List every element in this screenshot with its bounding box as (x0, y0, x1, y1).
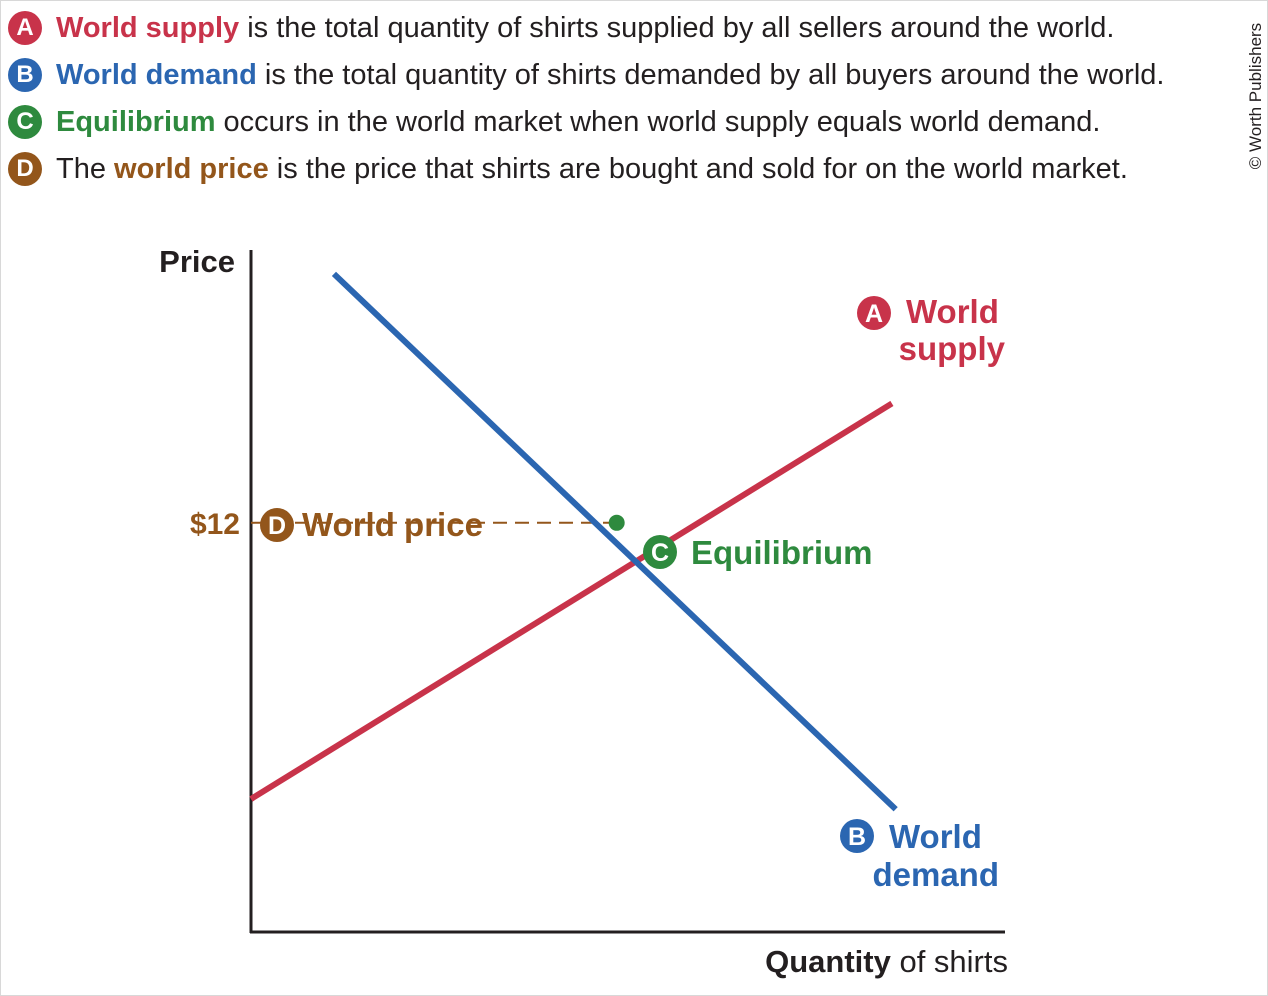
equilibrium-badge-letter: C (651, 539, 669, 567)
world-supply-badge-icon (857, 296, 891, 330)
badge-b-icon: B (8, 57, 42, 92)
world-supply-label-line2: supply (899, 330, 1006, 367)
definitions-list: A World supply is the total quantity of … (8, 4, 1240, 192)
definition-text: occurs in the world market when world su… (215, 105, 1101, 138)
equilibrium-point (608, 514, 625, 531)
definition-world-price: D The world price is the price that shir… (8, 145, 1240, 192)
definition-world-supply: A World supply is the total quantity of … (8, 4, 1240, 51)
term-equilibrium: Equilibrium (56, 105, 216, 138)
badge-a-icon: A (8, 10, 42, 45)
world-demand-badge-icon (840, 819, 874, 853)
definition-text: is the total quantity of shirts demanded… (256, 58, 1165, 91)
world-supply-line (249, 400, 894, 802)
x-axis-label: Quantity of shirts (765, 944, 1008, 979)
world-demand-line (331, 271, 898, 812)
world-price-tick-label: $12 (190, 508, 240, 541)
y-axis-label: Price (159, 244, 235, 279)
badge-c-icon: C (8, 104, 42, 139)
world-price-label: World price (302, 506, 483, 543)
definition-prefix: The (56, 152, 115, 185)
badge-d-icon: D (8, 151, 42, 186)
world-supply-badge-letter: A (865, 300, 883, 328)
world-demand-label-line1: World (889, 818, 982, 855)
equilibrium-badge-icon (643, 535, 677, 569)
world-price-badge-icon (260, 508, 294, 542)
definition-text: is the total quantity of shirts supplied… (239, 11, 1115, 44)
world-demand-badge-letter: B (848, 823, 866, 851)
world-supply-label-line1: World (906, 293, 999, 330)
definition-equilibrium: C Equilibrium occurs in the world market… (8, 98, 1240, 145)
term-world-demand: World demand (56, 58, 257, 91)
world-price-badge-letter: D (268, 512, 286, 540)
definition-text: is the price that shirts are bought and … (268, 152, 1128, 185)
equilibrium-label: Equilibrium (691, 534, 873, 571)
term-world-price: world price (114, 152, 269, 185)
term-world-supply: World supply (56, 11, 240, 44)
world-demand-label-line2: demand (872, 856, 999, 893)
definition-world-demand: B World demand is the total quantity of … (8, 51, 1240, 98)
